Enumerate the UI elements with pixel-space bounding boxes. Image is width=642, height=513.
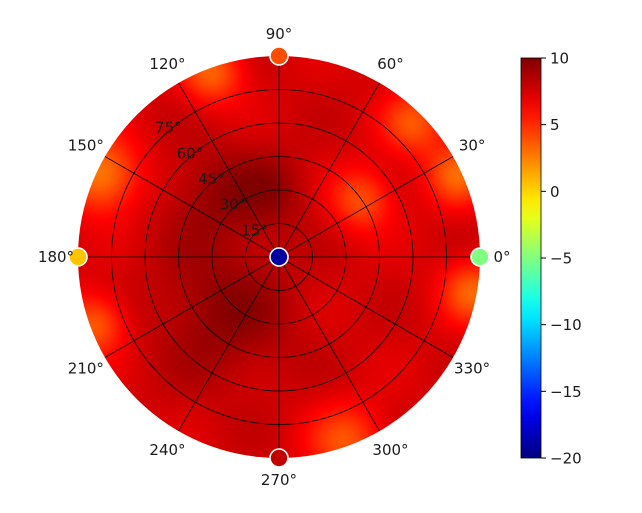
- radial-tick-labels: 15° 30° 45° 60° 75°: [155, 119, 268, 240]
- colorbar-tick-label-1: 5: [550, 116, 560, 134]
- angular-gridline-30: [278, 156, 454, 258]
- data-marker-1: [470, 247, 490, 267]
- data-marker-2: [269, 46, 289, 66]
- angular-gridline-300: [278, 256, 380, 432]
- angle-tick-label-270: 270°: [261, 471, 297, 489]
- polar-grid: [78, 56, 480, 458]
- angle-tick-label-300: 300°: [372, 441, 408, 459]
- radial-tick-label-15: 15°: [241, 221, 268, 239]
- angular-gridline-150: [104, 156, 280, 258]
- radial-tick-label-75: 75°: [155, 119, 182, 137]
- colorbar-tick-label-5: −15: [550, 383, 582, 401]
- angle-tick-label-240: 240°: [149, 441, 185, 459]
- angular-gridline-60: [278, 82, 380, 258]
- radial-tick-label-60: 60°: [177, 144, 204, 162]
- colorbar-tick-label-6: −20: [550, 450, 582, 468]
- angle-tick-label-0: 0°: [493, 248, 510, 266]
- angular-gridline-330: [278, 256, 454, 358]
- angle-tick-label-60: 60°: [377, 55, 404, 73]
- colorbar-tick-label-0: 10: [550, 50, 569, 68]
- angular-gridline-120: [178, 82, 280, 258]
- data-marker-3: [68, 247, 88, 267]
- data-marker-0: [269, 247, 289, 267]
- colorbar: 10 5 0 −5 −10 −15 −20: [520, 50, 582, 468]
- polar-plot-area: 15° 30° 45° 60° 75° 0° 30° 60° 90° 120° 150° 180° 2…: [38, 25, 511, 489]
- colorbar-ticks: 10 5 0 −5 −10 −15 −20: [541, 50, 582, 468]
- angle-tick-label-180: 180°: [38, 248, 74, 266]
- angular-gridline-210: [104, 256, 280, 358]
- marker-layer: [68, 46, 490, 468]
- angular-gridline-240: [178, 256, 280, 432]
- colorbar-tick-label-3: −5: [550, 250, 572, 268]
- angle-tick-label-30: 30°: [459, 137, 486, 155]
- colorbar-tick-label-4: −10: [550, 316, 582, 334]
- angle-tick-label-120: 120°: [149, 55, 185, 73]
- angle-tick-labels: 0° 30° 60° 90° 120° 150° 180° 210° 240° 270° 300° 3…: [38, 25, 511, 489]
- radial-tick-label-45: 45°: [198, 170, 225, 188]
- angle-tick-label-90: 90°: [266, 25, 293, 43]
- colorbar-tick-label-2: 0: [550, 183, 560, 201]
- radial-tick-label-30: 30°: [220, 196, 247, 214]
- angle-tick-label-330: 330°: [454, 360, 490, 378]
- data-marker-4: [269, 448, 289, 468]
- angle-tick-label-210: 210°: [68, 360, 104, 378]
- angle-tick-label-150: 150°: [68, 137, 104, 155]
- colorbar-gradient: [520, 57, 542, 459]
